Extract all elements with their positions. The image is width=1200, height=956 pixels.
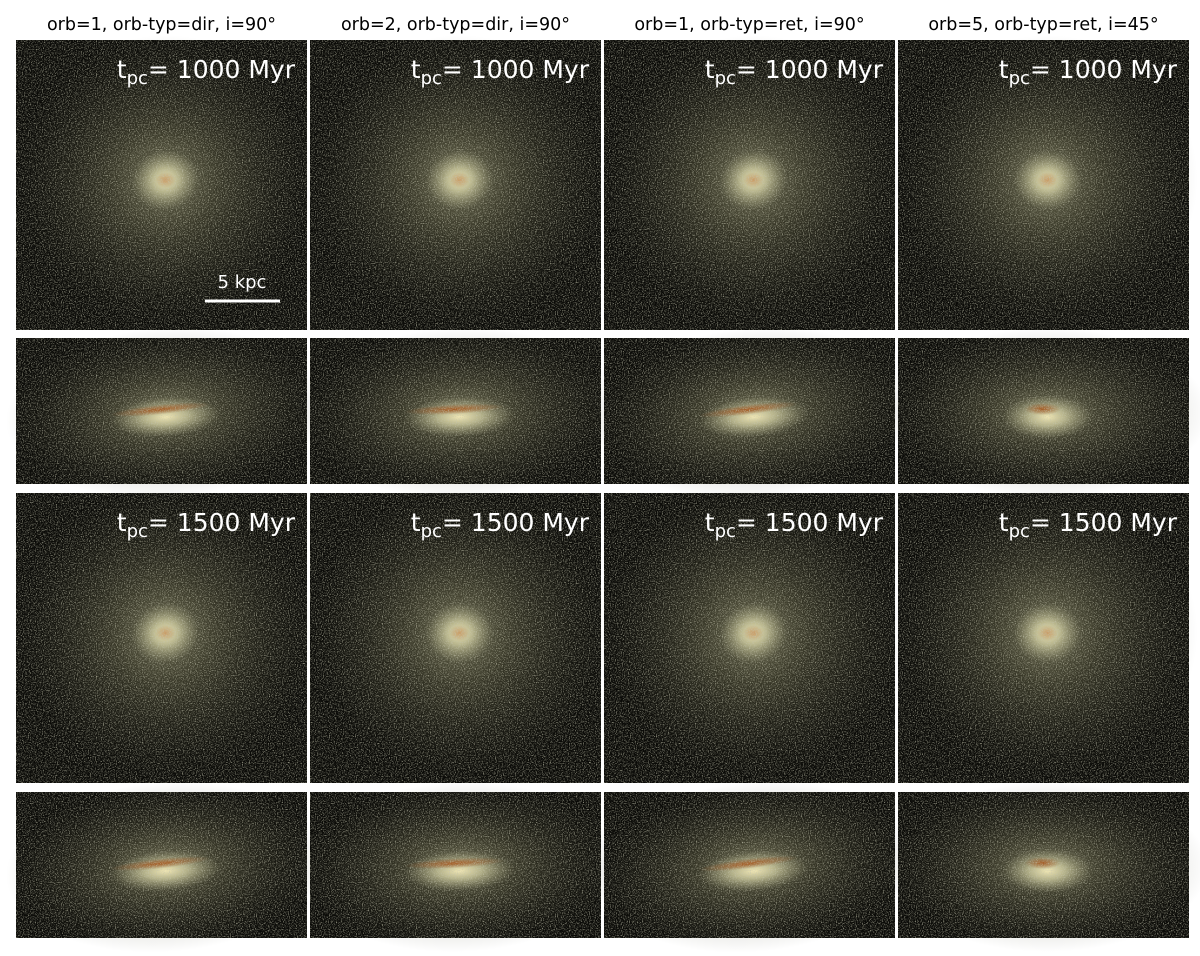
edge-on-panel: [887, 328, 1200, 498]
noise: [604, 338, 895, 484]
time-text: = 1500 Myr: [736, 508, 884, 537]
time-subscript: pc: [715, 521, 736, 542]
time-symbol: t: [999, 508, 1009, 537]
noise: [310, 338, 601, 484]
time-symbol: t: [705, 55, 715, 84]
time-label: tpc= 1500 Myr: [705, 508, 884, 542]
face-on-panel: tpc= 1000 Myr: [603, 35, 904, 330]
time-label: tpc= 1000 Myr: [411, 55, 590, 89]
column-header: orb=1, orb-typ=ret, i=90°: [634, 15, 864, 35]
edge-on-panel: [5, 781, 326, 953]
column-header: orb=5, orb-typ=ret, i=45°: [928, 15, 1158, 35]
edge-on-panel: [593, 327, 914, 499]
edge-on-panel: [5, 327, 326, 499]
face-on-panel: tpc= 1000 Myr 5 kpc: [15, 35, 316, 330]
time-symbol: t: [411, 508, 421, 537]
column-header: orb=2, orb-typ=dir, i=90°: [341, 15, 570, 35]
noise: [604, 40, 895, 330]
time-text: = 1500 Myr: [1030, 508, 1178, 537]
time-label: tpc= 1000 Myr: [705, 55, 884, 89]
noise: [16, 493, 307, 783]
time-label: tpc= 1500 Myr: [411, 508, 590, 542]
time-subscript: pc: [127, 68, 148, 89]
face-on-panel: tpc= 1500 Myr: [897, 488, 1198, 783]
face-on-panel: tpc= 1500 Myr: [15, 488, 316, 783]
time-label: tpc= 1500 Myr: [999, 508, 1178, 542]
time-subscript: pc: [127, 521, 148, 542]
noise: [310, 792, 601, 938]
time-text: = 1000 Myr: [442, 55, 590, 84]
time-subscript: pc: [421, 521, 442, 542]
time-symbol: t: [411, 55, 421, 84]
time-label: tpc= 1000 Myr: [999, 55, 1178, 89]
face-on-panel: tpc= 1500 Myr: [309, 488, 610, 783]
time-subscript: pc: [421, 68, 442, 89]
time-symbol: t: [117, 508, 127, 537]
time-label: tpc= 1500 Myr: [117, 508, 296, 542]
edge-on-panel: [593, 781, 914, 953]
noise: [604, 493, 895, 783]
time-subscript: pc: [715, 68, 736, 89]
noise: [898, 40, 1189, 330]
noise: [604, 792, 895, 938]
face-on-panel: tpc= 1000 Myr: [309, 35, 610, 330]
time-text: = 1000 Myr: [1030, 55, 1178, 84]
time-label: tpc= 1000 Myr: [117, 55, 296, 89]
time-subscript: pc: [1009, 68, 1030, 89]
time-text: = 1500 Myr: [442, 508, 590, 537]
noise: [898, 493, 1189, 783]
column-header: orb=1, orb-typ=dir, i=90°: [47, 15, 276, 35]
noise: [310, 493, 601, 783]
face-on-panel: tpc= 1500 Myr: [603, 488, 904, 783]
time-text: = 1500 Myr: [148, 508, 296, 537]
time-symbol: t: [999, 55, 1009, 84]
noise: [898, 338, 1189, 484]
time-text: = 1000 Myr: [148, 55, 296, 84]
noise: [310, 40, 601, 330]
edge-on-panel: [887, 782, 1200, 952]
time-text: = 1000 Myr: [736, 55, 884, 84]
noise: [16, 792, 307, 938]
time-symbol: t: [705, 508, 715, 537]
scale-bar-label: 5 kpc: [218, 272, 267, 293]
time-symbol: t: [117, 55, 127, 84]
noise: [898, 792, 1189, 938]
noise: [16, 40, 307, 330]
edge-on-panel: [299, 327, 620, 499]
face-on-panel: tpc= 1000 Myr: [897, 35, 1198, 330]
noise: [16, 338, 307, 484]
time-subscript: pc: [1009, 521, 1030, 542]
edge-on-panel: [299, 781, 620, 953]
